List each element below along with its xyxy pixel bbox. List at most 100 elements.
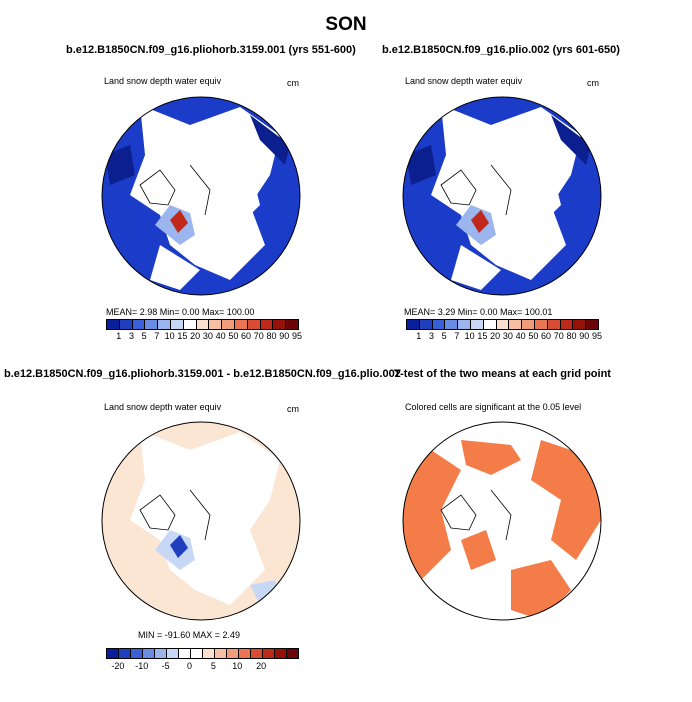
colorbar-swatch bbox=[273, 320, 287, 329]
colorbar-swatch bbox=[191, 649, 203, 658]
colorbar-tick-label: 7 bbox=[154, 331, 160, 341]
colorbar-swatch bbox=[251, 649, 263, 658]
panel-3-units: cm bbox=[287, 404, 299, 414]
colorbar-swatch bbox=[158, 320, 171, 329]
colorbar-swatch bbox=[419, 320, 433, 329]
colorbar-swatch bbox=[107, 320, 120, 329]
panel-2-left-label: Land snow depth water equiv bbox=[405, 76, 523, 86]
colorbar-tick-label: 95 bbox=[291, 331, 303, 341]
significant-cells bbox=[403, 450, 461, 580]
colorbar-swatch bbox=[155, 649, 167, 658]
colorbar-swatch bbox=[509, 320, 523, 329]
panel-2-units: cm bbox=[587, 78, 599, 88]
colorbar-swatch bbox=[222, 320, 235, 329]
colorbar-swatch bbox=[132, 320, 146, 329]
colorbar-swatch bbox=[145, 320, 159, 329]
colorbar-swatch bbox=[215, 649, 227, 658]
colorbar-swatch bbox=[119, 649, 131, 658]
colorbar-tick-label: -20 bbox=[111, 661, 125, 671]
colorbar-panel-1-ticks: 1 3 5 7 10 15 20 30 40 50 60 70 80 90 95 bbox=[106, 331, 302, 343]
panel-1-units: cm bbox=[287, 78, 299, 88]
colorbar-tick-label: 20 bbox=[190, 331, 201, 341]
colorbar-tick-label: 30 bbox=[202, 331, 213, 341]
colorbar-swatch bbox=[143, 649, 155, 658]
colorbar-swatch bbox=[119, 320, 133, 329]
colorbar-swatch bbox=[170, 320, 184, 329]
colorbar-tick-label: 80 bbox=[266, 331, 277, 341]
colorbar-swatch bbox=[534, 320, 548, 329]
map-panel-2 bbox=[402, 96, 602, 296]
colorbar-tick-label: -10 bbox=[135, 661, 149, 671]
figure-title: SON bbox=[325, 14, 367, 35]
colorbar-tick-label: 60 bbox=[241, 331, 252, 341]
panel-3-stats: MIN = -91.60 MAX = 2.49 bbox=[138, 630, 241, 640]
colorbar-tick-label: 60 bbox=[541, 331, 552, 341]
colorbar-tick-label: 5 bbox=[210, 661, 216, 671]
colorbar-swatch bbox=[247, 320, 261, 329]
colorbar-tick-label: 1 bbox=[416, 331, 422, 341]
colorbar-swatch bbox=[203, 649, 215, 658]
colorbar-tick-label: 0 bbox=[187, 661, 193, 671]
colorbar-tick-label: -5 bbox=[161, 661, 170, 671]
panel-2-title: b.e12.B1850CN.f09_g16.plio.002 (yrs 601-… bbox=[382, 44, 620, 56]
colorbar-tick-label: 40 bbox=[515, 331, 526, 341]
colorbar-swatch bbox=[131, 649, 143, 658]
map-panel-4 bbox=[402, 421, 602, 621]
colorbar-swatch bbox=[183, 320, 197, 329]
colorbar-tick-label: 30 bbox=[502, 331, 513, 341]
colorbar-swatch bbox=[458, 320, 471, 329]
colorbar-swatch bbox=[196, 320, 210, 329]
panel-4-left-label: Colored cells are significant at the 0.0… bbox=[405, 402, 582, 412]
colorbar-swatch bbox=[407, 320, 420, 329]
colorbar-swatch bbox=[560, 320, 574, 329]
colorbar-swatch bbox=[470, 320, 484, 329]
colorbar-tick-label: 90 bbox=[579, 331, 590, 341]
colorbar-tick-label: 70 bbox=[553, 331, 564, 341]
colorbar-panel-2 bbox=[406, 319, 599, 330]
colorbar-swatch bbox=[287, 649, 298, 658]
colorbar-tick-label: 50 bbox=[528, 331, 539, 341]
colorbar-swatch bbox=[239, 649, 251, 658]
colorbar-swatch bbox=[227, 649, 239, 658]
colorbar-tick-label: 1 bbox=[116, 331, 122, 341]
colorbar-swatch bbox=[107, 649, 119, 658]
colorbar-tick-label: 70 bbox=[253, 331, 264, 341]
panel-2-stats: MEAN= 3.29 Min= 0.00 Max= 100.01 bbox=[404, 307, 553, 317]
colorbar-swatch bbox=[432, 320, 446, 329]
colorbar-tick-label: 3 bbox=[428, 331, 434, 341]
colorbar-swatch bbox=[573, 320, 587, 329]
colorbar-tick-label: 15 bbox=[477, 331, 488, 341]
colorbar-tick-label: 10 bbox=[464, 331, 475, 341]
colorbar-tick-label: 80 bbox=[566, 331, 577, 341]
colorbar-tick-label: 20 bbox=[490, 331, 501, 341]
colorbar-swatch bbox=[179, 649, 191, 658]
colorbar-tick-label: 15 bbox=[177, 331, 188, 341]
panel-3-title: b.e12.B1850CN.f09_g16.pliohorb.3159.001 … bbox=[4, 368, 401, 380]
colorbar-swatch bbox=[286, 320, 298, 329]
colorbar-tick-label: 10 bbox=[232, 661, 243, 671]
colorbar-swatch bbox=[209, 320, 223, 329]
colorbar-tick-label: 5 bbox=[141, 331, 147, 341]
colorbar-tick-label: 7 bbox=[454, 331, 460, 341]
colorbar-swatch bbox=[586, 320, 598, 329]
map-panel-1 bbox=[101, 96, 301, 296]
colorbar-panel-3 bbox=[106, 648, 299, 659]
colorbar-swatch bbox=[263, 649, 275, 658]
colorbar-tick-label: 20 bbox=[256, 661, 267, 671]
colorbar-swatch bbox=[445, 320, 459, 329]
panel-1-title: b.e12.B1850CN.f09_g16.pliohorb.3159.001 … bbox=[66, 44, 356, 56]
colorbar-tick-label: 3 bbox=[128, 331, 134, 341]
map-panel-3 bbox=[101, 421, 301, 621]
colorbar-swatch bbox=[496, 320, 510, 329]
colorbar-tick-label: 50 bbox=[228, 331, 239, 341]
colorbar-tick-label: 40 bbox=[215, 331, 226, 341]
colorbar-tick-label: 90 bbox=[279, 331, 290, 341]
colorbar-tick-label: 95 bbox=[591, 331, 603, 341]
colorbar-swatch bbox=[547, 320, 561, 329]
colorbar-swatch bbox=[234, 320, 248, 329]
panel-1-left-label: Land snow depth water equiv bbox=[104, 76, 222, 86]
panel-1-stats: MEAN= 2.98 Min= 0.00 Max= 100.00 bbox=[106, 307, 255, 317]
colorbar-swatch bbox=[522, 320, 535, 329]
colorbar-swatch bbox=[167, 649, 179, 658]
colorbar-swatch bbox=[483, 320, 497, 329]
